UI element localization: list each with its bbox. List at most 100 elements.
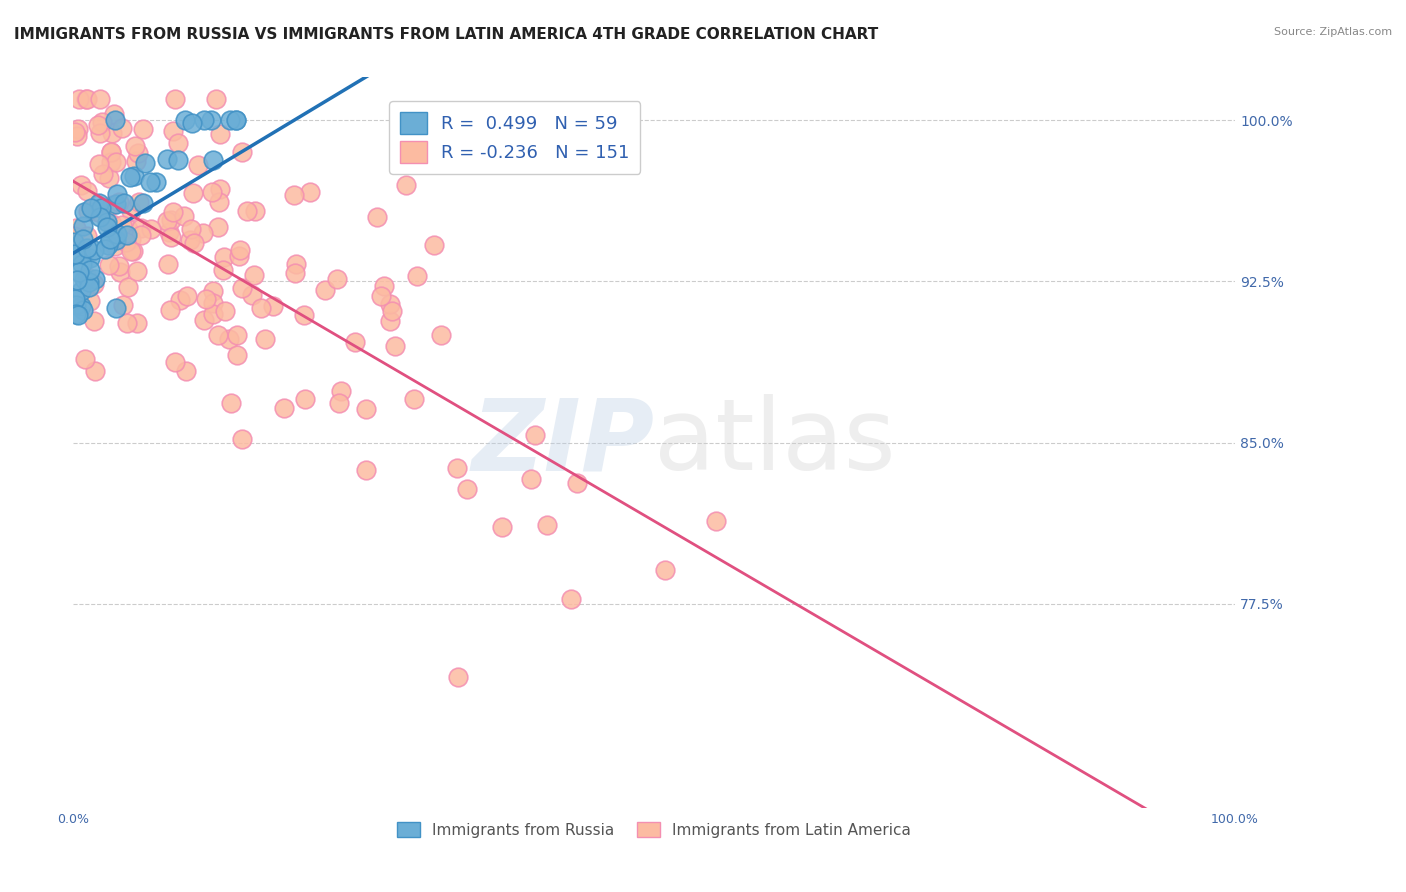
Point (163, 355, 186, 369)
Point (176, 289, 198, 303)
Point (373, 279, 395, 293)
Legend: Immigrants from Russia, Immigrants from Latin America: Immigrants from Russia, Immigrants from … (391, 815, 917, 844)
Point (84, 364, 107, 378)
Point (218, 332, 240, 346)
Point (159, 230, 181, 244)
Point (87, 204, 110, 219)
Point (89, 196, 111, 211)
Point (76, 269, 98, 284)
Point (200, 113, 222, 128)
Point (207, 328, 229, 343)
Point (212, 250, 235, 264)
Point (423, 237, 446, 252)
Point (86, 119, 108, 133)
Point (127, 264, 149, 278)
Point (202, 296, 225, 310)
Point (70, 299, 93, 313)
Point (104, 301, 127, 316)
Point (228, 249, 250, 263)
Point (63, 247, 86, 261)
Point (115, 316, 138, 330)
Text: ZIP: ZIP (471, 394, 654, 491)
Point (97, 238, 120, 252)
Point (104, 196, 127, 211)
Point (124, 169, 146, 183)
Point (93, 167, 115, 181)
Point (108, 194, 131, 209)
Point (250, 301, 273, 315)
Point (207, 219, 229, 234)
Point (105, 186, 128, 201)
Point (157, 226, 180, 240)
Point (127, 317, 149, 331)
Point (560, 592, 582, 607)
Point (77, 276, 100, 290)
Point (117, 222, 139, 236)
Point (84, 272, 107, 286)
Point (218, 113, 240, 128)
Point (129, 228, 152, 243)
Point (104, 233, 127, 247)
Point (209, 182, 232, 196)
Point (195, 292, 218, 306)
Text: IMMIGRANTS FROM RUSSIA VS IMMIGRANTS FROM LATIN AMERICA 4TH GRADE CORRELATION CH: IMMIGRANTS FROM RUSSIA VS IMMIGRANTS FRO… (14, 27, 879, 42)
Point (124, 138, 146, 153)
Point (231, 145, 253, 159)
Point (387, 113, 409, 128)
Point (183, 236, 205, 251)
Point (120, 244, 142, 259)
Point (208, 194, 231, 209)
Point (72, 219, 94, 233)
Point (179, 233, 201, 247)
Point (343, 335, 366, 350)
Point (65, 307, 87, 321)
Point (285, 257, 308, 271)
Point (77, 279, 100, 293)
Point (112, 298, 135, 312)
Point (214, 304, 236, 318)
Point (536, 517, 558, 532)
Point (67, 247, 90, 261)
Point (91, 115, 114, 129)
Point (100, 155, 122, 169)
Point (370, 289, 392, 303)
Point (83, 277, 105, 292)
Point (76, 92, 98, 106)
Point (79, 201, 101, 215)
Point (162, 205, 184, 219)
Text: Source: ZipAtlas.com: Source: ZipAtlas.com (1274, 27, 1392, 37)
Point (180, 116, 202, 130)
Point (75, 92, 97, 106)
Point (115, 228, 138, 243)
Point (79, 262, 101, 277)
Point (65, 125, 87, 139)
Point (65, 220, 87, 235)
Point (111, 121, 134, 136)
Point (262, 299, 284, 313)
Point (67, 92, 90, 106)
Point (111, 219, 134, 233)
Point (366, 211, 388, 225)
Point (491, 520, 513, 534)
Point (63, 235, 86, 249)
Point (104, 113, 127, 128)
Point (524, 427, 547, 442)
Point (122, 244, 145, 259)
Point (83, 243, 105, 257)
Point (354, 463, 377, 477)
Point (159, 213, 181, 227)
Point (405, 268, 427, 283)
Point (115, 235, 138, 249)
Point (326, 271, 349, 285)
Point (98, 259, 121, 273)
Point (159, 302, 181, 317)
Point (97, 171, 120, 186)
Point (225, 348, 247, 362)
Point (166, 153, 188, 167)
Point (101, 217, 124, 231)
Point (66, 273, 89, 287)
Point (173, 209, 195, 223)
Point (242, 268, 264, 282)
Point (381, 304, 404, 318)
Point (565, 475, 588, 490)
